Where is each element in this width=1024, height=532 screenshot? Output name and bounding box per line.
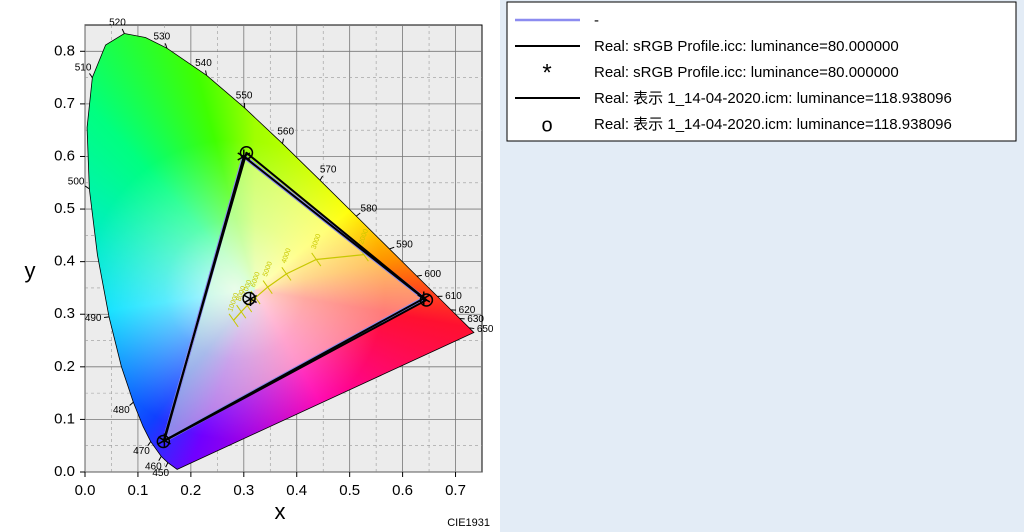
wavelength-label: 600 (424, 269, 441, 280)
wavelength-tick (129, 401, 134, 406)
temperature-label: 3000 (311, 233, 323, 250)
wavelength-tick (282, 138, 284, 144)
spectral-locus (86, 33, 475, 470)
x-tick-label: 0.4 (286, 482, 307, 499)
legend-label: Real: 表示 1_14-04-2020.icm: luminance=118… (594, 116, 952, 133)
legend-label: Real: sRGB Profile.icc: luminance=80.000… (594, 38, 899, 55)
wavelength-tick (158, 456, 162, 461)
wavelength-tick (205, 70, 208, 76)
wavelength-label: 450 (152, 468, 169, 479)
circle-marker (239, 146, 254, 160)
wavelength-label: 560 (277, 126, 294, 137)
circle-marker (242, 291, 256, 306)
wavelength-tick (104, 316, 110, 318)
legend-entries: - Real: sRGB Profile.icc: luminance=80.00… (515, 12, 952, 136)
x-tick-label: 0.7 (445, 482, 466, 499)
wavelength-tick (147, 441, 152, 446)
wavelength-label: 650 (477, 324, 494, 335)
wavelength-label: 620 (459, 305, 476, 316)
wavelength-label: 500 (68, 177, 85, 188)
wavelength-tick (89, 73, 93, 78)
wavelength-label: 490 (85, 313, 102, 324)
wavelength-label: 530 (153, 31, 170, 42)
wavelength-label: 460 (145, 461, 162, 472)
gamut-line (162, 151, 428, 443)
wavelength-tick (164, 43, 168, 49)
legend-label: Real: 表示 1_14-04-2020.icm: luminance=118… (594, 90, 952, 107)
y-tick-label: 0.7 (54, 95, 75, 112)
wavelength-label: 590 (396, 239, 413, 250)
x-axis-label: x (275, 499, 286, 524)
circle-marker (419, 293, 434, 307)
footnote: CIE1931 (447, 517, 490, 529)
wavelength-label: 570 (320, 165, 337, 176)
gamut-tint (164, 156, 424, 441)
wavelength-tick (84, 185, 90, 190)
x-tick-label: 0.0 (75, 482, 96, 499)
y-tick-label: 0.0 (54, 463, 75, 480)
temperature-label: 6000 (250, 271, 262, 288)
isotemp-tick (281, 267, 292, 281)
legend-symbol: o (541, 114, 552, 136)
planckian-locus (233, 254, 364, 321)
y-tick-label: 0.6 (54, 147, 75, 164)
isotemp-tick (236, 304, 247, 319)
isotemp-tick (262, 280, 273, 294)
x-tick-label: 0.6 (392, 482, 413, 499)
wavelength-label: 540 (195, 58, 212, 69)
wavelength-label: 470 (133, 446, 150, 457)
wavelength-label: 480 (113, 405, 130, 416)
temperature-label: 5000 (262, 261, 274, 278)
wavelength-label: 510 (75, 62, 92, 73)
wavelength-tick (319, 175, 324, 181)
wavelength-tick (469, 327, 475, 330)
wavelength-tick (416, 274, 422, 277)
legend-label: - (594, 12, 599, 29)
wavelength-label: 580 (361, 203, 378, 214)
circle-marker (156, 434, 171, 449)
isotemp-tick (311, 252, 322, 267)
x-tick-label: 0.2 (180, 482, 201, 499)
wavelength-tick (121, 28, 125, 34)
wavelength-label: 610 (445, 291, 462, 302)
legend-symbol: * (542, 59, 551, 86)
y-tick-label: 0.8 (54, 42, 75, 59)
wavelength-label: 630 (467, 314, 484, 325)
isotemp-tick (228, 313, 239, 328)
grid (84, 25, 482, 473)
legend-label: Real: sRGB Profile.icc: luminance=80.000… (594, 64, 899, 81)
y-tick-label: 0.1 (54, 410, 75, 427)
legend (506, 1, 1017, 142)
temperature-label: 7000 (242, 279, 254, 296)
x-tick-label: 0.1 (128, 482, 149, 499)
temperature-label: 2000 (358, 228, 370, 245)
y-tick-label: 0.4 (54, 253, 75, 270)
wavelength-label: 520 (109, 17, 126, 28)
y-tick-label: 0.5 (54, 200, 75, 217)
temperature-label: 8000 (236, 285, 248, 302)
x-tick-label: 0.3 (233, 482, 254, 499)
y-tick-label: 0.2 (54, 358, 75, 375)
wavelength-label: 550 (236, 91, 253, 102)
y-axis-label: y (25, 258, 36, 283)
temperature-label: 4000 (281, 247, 293, 264)
wavelength-tick (355, 212, 361, 217)
x-tick-label: 0.5 (339, 482, 360, 499)
wavelength-tick (165, 462, 169, 468)
y-tick-label: 0.3 (54, 305, 75, 322)
wavelength-tick (389, 246, 395, 250)
